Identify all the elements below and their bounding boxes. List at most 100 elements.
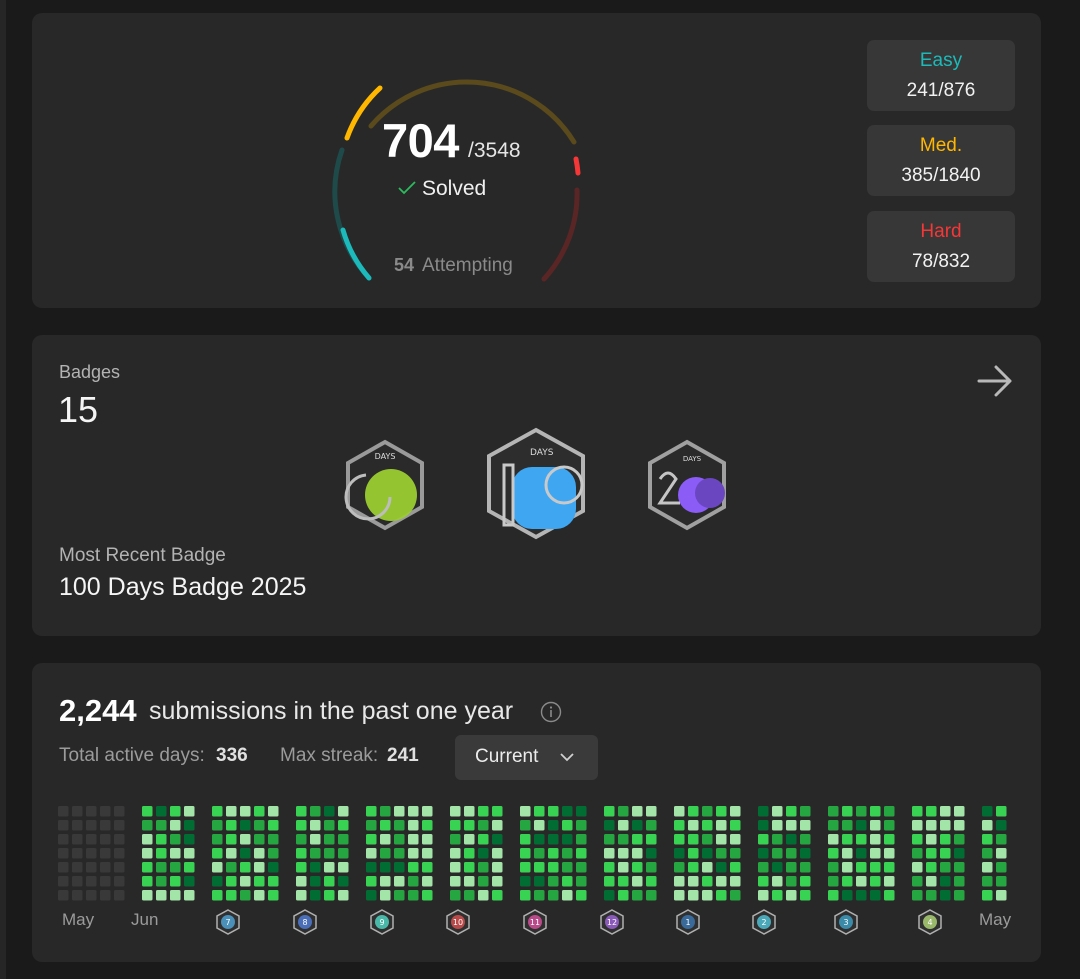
heatmap-cell[interactable] — [828, 848, 839, 859]
heatmap-cell[interactable] — [996, 848, 1007, 859]
heatmap-cell[interactable] — [254, 820, 265, 831]
heatmap-cell[interactable] — [954, 806, 965, 817]
heatmap-cell[interactable] — [758, 806, 769, 817]
heatmap-cell[interactable] — [492, 820, 503, 831]
heatmap-cell[interactable] — [702, 820, 713, 831]
heatmap-cell[interactable] — [310, 890, 321, 901]
heatmap-cell[interactable] — [114, 834, 125, 845]
heatmap-cell[interactable] — [338, 876, 349, 887]
heatmap-cell[interactable] — [380, 834, 391, 845]
heatmap-cell[interactable] — [170, 806, 181, 817]
monthly-badge-icon[interactable]: 8 — [292, 909, 318, 935]
heatmap-cell[interactable] — [156, 834, 167, 845]
heatmap-cell[interactable] — [856, 876, 867, 887]
heatmap-cell[interactable] — [100, 834, 111, 845]
200-days-badge-icon[interactable]: DAYS — [646, 439, 728, 531]
heatmap-cell[interactable] — [86, 862, 97, 873]
heatmap-cell[interactable] — [310, 862, 321, 873]
heatmap-cell[interactable] — [520, 834, 531, 845]
heatmap-cell[interactable] — [842, 834, 853, 845]
heatmap-cell[interactable] — [366, 890, 377, 901]
heatmap-cell[interactable] — [240, 820, 251, 831]
heatmap-cell[interactable] — [380, 862, 391, 873]
heatmap-cell[interactable] — [366, 834, 377, 845]
heatmap-cell[interactable] — [492, 862, 503, 873]
heatmap-cell[interactable] — [450, 890, 461, 901]
heatmap-cell[interactable] — [240, 806, 251, 817]
heatmap-cell[interactable] — [156, 820, 167, 831]
heatmap-cell[interactable] — [450, 834, 461, 845]
heatmap-cell[interactable] — [72, 890, 83, 901]
heatmap-cell[interactable] — [380, 876, 391, 887]
heatmap-cell[interactable] — [618, 848, 629, 859]
heatmap-cell[interactable] — [702, 806, 713, 817]
heatmap-cell[interactable] — [548, 890, 559, 901]
heatmap-cell[interactable] — [954, 862, 965, 873]
heatmap-cell[interactable] — [464, 834, 475, 845]
heatmap-cell[interactable] — [912, 820, 923, 831]
heatmap-cell[interactable] — [562, 876, 573, 887]
heatmap-cell[interactable] — [786, 806, 797, 817]
heatmap-cell[interactable] — [604, 806, 615, 817]
heatmap-cell[interactable] — [394, 834, 405, 845]
heatmap-cell[interactable] — [72, 848, 83, 859]
heatmap-cell[interactable] — [268, 848, 279, 859]
heatmap-cell[interactable] — [478, 806, 489, 817]
heatmap-cell[interactable] — [72, 834, 83, 845]
heatmap-cell[interactable] — [100, 876, 111, 887]
heatmap-cell[interactable] — [842, 862, 853, 873]
heatmap-cell[interactable] — [912, 834, 923, 845]
heatmap-cell[interactable] — [100, 820, 111, 831]
heatmap-cell[interactable] — [100, 890, 111, 901]
heatmap-cell[interactable] — [114, 890, 125, 901]
heatmap-cell[interactable] — [646, 820, 657, 831]
heatmap-cell[interactable] — [940, 820, 951, 831]
heatmap-cell[interactable] — [576, 820, 587, 831]
heatmap-cell[interactable] — [226, 820, 237, 831]
heatmap-cell[interactable] — [240, 834, 251, 845]
heatmap-cell[interactable] — [618, 862, 629, 873]
heatmap-cell[interactable] — [996, 890, 1007, 901]
heatmap-cell[interactable] — [674, 890, 685, 901]
heatmap-cell[interactable] — [632, 834, 643, 845]
year-select[interactable]: Current — [455, 735, 598, 780]
heatmap-cell[interactable] — [828, 862, 839, 873]
heatmap-cell[interactable] — [576, 890, 587, 901]
heatmap-cell[interactable] — [58, 876, 69, 887]
heatmap-cell[interactable] — [800, 876, 811, 887]
heatmap-cell[interactable] — [450, 862, 461, 873]
heatmap-cell[interactable] — [422, 834, 433, 845]
heatmap-cell[interactable] — [324, 820, 335, 831]
heatmap-cell[interactable] — [268, 834, 279, 845]
heatmap-cell[interactable] — [534, 876, 545, 887]
heatmap-cell[interactable] — [716, 876, 727, 887]
heatmap-cell[interactable] — [632, 862, 643, 873]
heatmap-cell[interactable] — [114, 806, 125, 817]
heatmap-cell[interactable] — [394, 806, 405, 817]
heatmap-cell[interactable] — [310, 876, 321, 887]
heatmap-cell[interactable] — [786, 890, 797, 901]
monthly-badge-icon[interactable]: 10 — [445, 909, 471, 935]
medium-stat-box[interactable]: Med. 385/1840 — [867, 125, 1015, 196]
heatmap-cell[interactable] — [240, 890, 251, 901]
heatmap-cell[interactable] — [338, 862, 349, 873]
heatmap-cell[interactable] — [520, 890, 531, 901]
heatmap-cell[interactable] — [534, 806, 545, 817]
heatmap-cell[interactable] — [422, 820, 433, 831]
heatmap-cell[interactable] — [464, 862, 475, 873]
heatmap-cell[interactable] — [870, 848, 881, 859]
heatmap-cell[interactable] — [366, 876, 377, 887]
heatmap-cell[interactable] — [940, 862, 951, 873]
heatmap-cell[interactable] — [58, 834, 69, 845]
heatmap-cell[interactable] — [324, 806, 335, 817]
heatmap-cell[interactable] — [296, 862, 307, 873]
heatmap-cell[interactable] — [366, 862, 377, 873]
heatmap-cell[interactable] — [842, 806, 853, 817]
heatmap-cell[interactable] — [142, 848, 153, 859]
monthly-badge-icon[interactable]: 1 — [675, 909, 701, 935]
heatmap-cell[interactable] — [646, 890, 657, 901]
heatmap-cell[interactable] — [716, 820, 727, 831]
heatmap-cell[interactable] — [982, 820, 993, 831]
heatmap-cell[interactable] — [870, 876, 881, 887]
heatmap-cell[interactable] — [772, 820, 783, 831]
